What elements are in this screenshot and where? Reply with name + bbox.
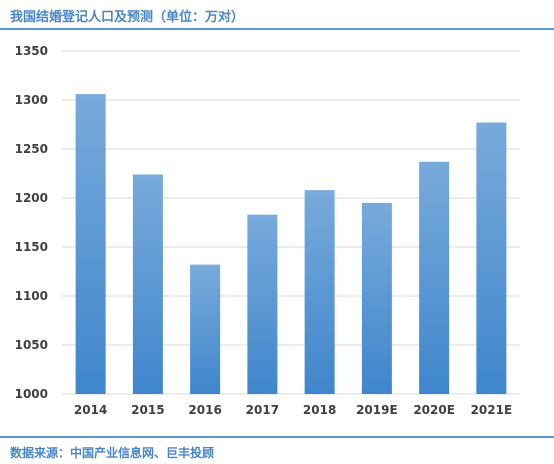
- x-axis-ticks: 2014 2015 2016 2017 2018 2019E 2020E 2021E: [74, 403, 512, 417]
- y-tick-label: 1000: [15, 387, 48, 401]
- x-tick-label: 2017: [246, 403, 279, 417]
- y-tick-label: 1050: [15, 338, 48, 352]
- bar-2019E: [361, 202, 392, 394]
- y-axis-ticks: 1000 1050 1100 1150 1200 1250 1300 1350: [15, 44, 48, 401]
- bar-2015: [132, 174, 163, 394]
- bar-2020E: [419, 161, 450, 394]
- y-tick-label: 1100: [15, 289, 48, 303]
- x-tick-label: 2021E: [471, 403, 513, 417]
- x-tick-label: 2014: [74, 403, 107, 417]
- y-tick-label: 1350: [15, 44, 48, 58]
- x-tick-label: 2015: [131, 403, 164, 417]
- bar-2017: [247, 214, 278, 394]
- y-tick-label: 1200: [15, 191, 48, 205]
- chart-title: 我国结婚登记人口及预测（单位：万对）: [10, 10, 245, 25]
- bar-2014: [75, 94, 106, 395]
- y-tick-label: 1150: [15, 240, 48, 254]
- data-source-note: 数据来源：中国产业信息网、巨丰投顾: [10, 446, 215, 460]
- x-tick-label: 2020E: [413, 403, 455, 417]
- footer-divider: [0, 436, 554, 438]
- bar-2016: [190, 264, 221, 394]
- y-tick-label: 1300: [15, 93, 48, 107]
- bars: [75, 94, 507, 395]
- bar-2021E: [476, 122, 507, 394]
- x-tick-label: 2019E: [356, 403, 398, 417]
- x-tick-label: 2018: [303, 403, 336, 417]
- y-tick-label: 1250: [15, 142, 48, 156]
- x-tick-label: 2016: [188, 403, 221, 417]
- header-divider: [0, 28, 554, 30]
- bar-2018: [304, 190, 335, 394]
- grid-lines: [62, 50, 520, 395]
